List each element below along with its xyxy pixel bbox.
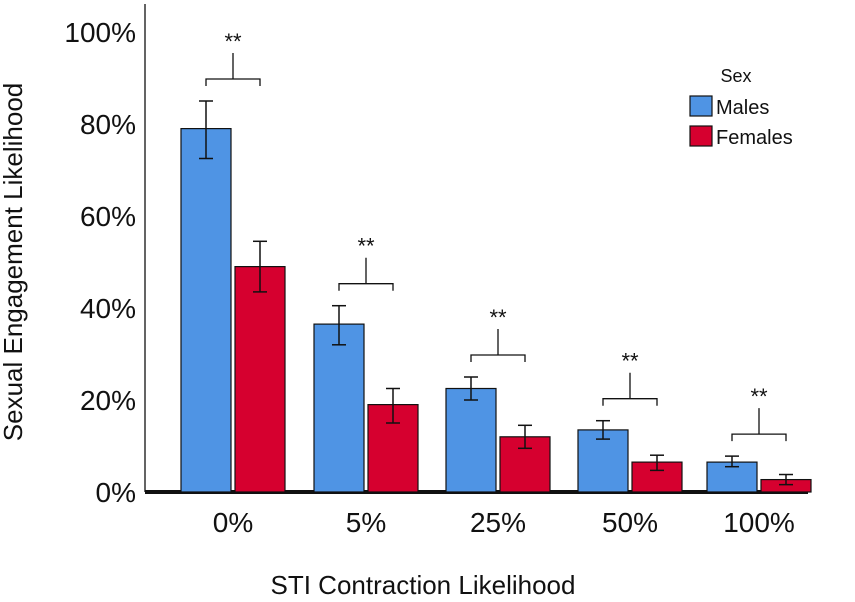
- x-tick-label: 25%: [470, 507, 526, 538]
- bar-males-4: [577, 429, 629, 493]
- significance-bracket: [470, 329, 526, 362]
- tick-labels-layer: 0% 20% 40% 60% 80% 100% 0% 5% 25% 50% 100%: [64, 17, 794, 538]
- legend: Sex Males Females: [689, 66, 793, 149]
- significance-bracket: [338, 257, 394, 291]
- significance-label: **: [489, 305, 507, 330]
- x-tick-label: 0%: [213, 507, 253, 538]
- y-tick-label: 100%: [64, 17, 136, 48]
- y-tick-label: 60%: [80, 201, 136, 232]
- x-axis-title: STI Contraction Likelihood: [271, 570, 576, 600]
- bar-males-2: [313, 323, 365, 493]
- significance-bracket: [205, 53, 261, 86]
- bar-males-3: [445, 387, 497, 493]
- x-tick-label: 100%: [723, 507, 795, 538]
- x-tick-label: 50%: [602, 507, 658, 538]
- y-tick-label: 20%: [80, 385, 136, 416]
- legend-swatch-males: [689, 95, 713, 117]
- bar-males-1: [180, 128, 232, 493]
- significance-label: **: [750, 384, 768, 409]
- legend-label-females: Females: [716, 127, 793, 149]
- significance-label: **: [224, 29, 242, 54]
- significance-label: **: [357, 234, 375, 259]
- bar-females-1: [234, 266, 286, 493]
- y-tick-label: 0%: [96, 477, 136, 508]
- y-tick-label: 80%: [80, 109, 136, 140]
- x-tick-label: 5%: [346, 507, 386, 538]
- significance-label: **: [621, 349, 639, 374]
- significance-layer: ** ** ** ** **: [205, 29, 787, 442]
- y-axis-title: Sexual Engagement Likelihood: [0, 83, 28, 441]
- legend-swatch-females: [689, 125, 713, 147]
- significance-bracket: [602, 372, 658, 406]
- y-tick-label: 40%: [80, 293, 136, 324]
- significance-bracket: [731, 408, 787, 442]
- legend-title: Sex: [720, 66, 751, 86]
- error-bars-layer: [199, 100, 793, 486]
- legend-label-males: Males: [716, 97, 769, 119]
